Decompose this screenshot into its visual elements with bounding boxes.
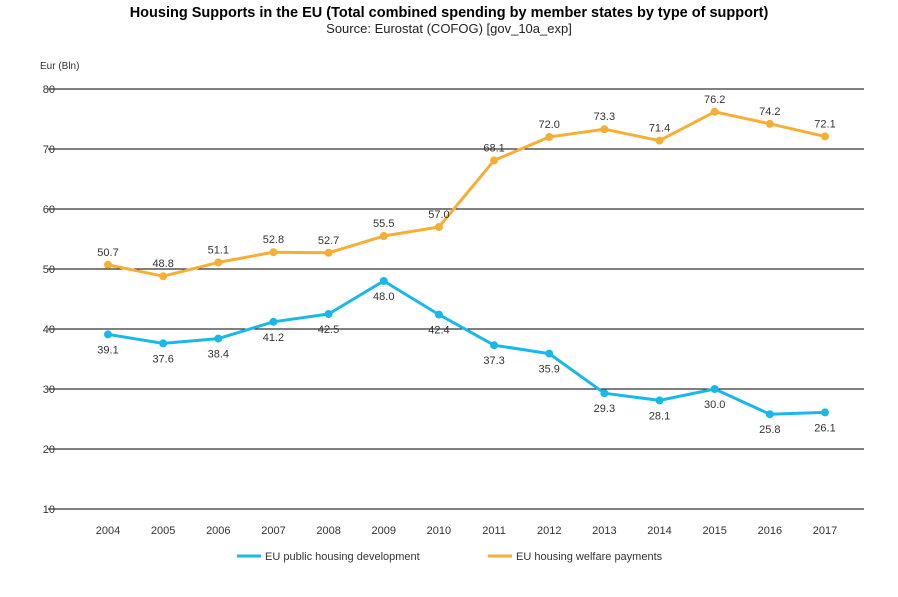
- x-tick-label: 2008: [316, 525, 340, 537]
- data-point: [821, 408, 829, 417]
- data-point: [434, 310, 443, 319]
- data-label: 74.2: [759, 106, 780, 118]
- x-tick-label: 2009: [372, 525, 396, 537]
- data-point: [104, 330, 112, 339]
- x-tick-label: 2013: [592, 525, 616, 537]
- data-label: 35.9: [539, 364, 560, 376]
- x-tick-label: 2011: [482, 525, 506, 537]
- data-point: [490, 156, 499, 165]
- x-tick-label: 2014: [647, 525, 671, 537]
- y-tick-label: 20: [43, 444, 55, 456]
- data-label: 28.1: [649, 410, 670, 422]
- data-point: [379, 277, 388, 285]
- data-label: 76.2: [704, 94, 725, 106]
- y-tick-label: 80: [43, 84, 55, 96]
- data-label: 38.4: [208, 349, 229, 361]
- data-label: 71.4: [649, 123, 670, 135]
- data-point: [379, 232, 388, 240]
- data-point: [434, 223, 443, 231]
- data-point: [269, 317, 278, 326]
- data-point: [765, 410, 774, 419]
- y-tick-label: 30: [43, 384, 55, 396]
- x-tick-label: 2016: [758, 525, 782, 537]
- data-point: [545, 133, 554, 141]
- x-tick-label: 2017: [813, 525, 837, 537]
- data-label: 72.0: [539, 119, 560, 131]
- legend-label: EU public housing development: [265, 551, 420, 563]
- data-label: 37.3: [483, 355, 504, 367]
- data-point: [655, 396, 664, 405]
- data-point: [600, 125, 609, 134]
- x-tick-label: 2015: [702, 525, 726, 537]
- data-point: [269, 248, 278, 257]
- data-point: [214, 334, 223, 343]
- data-label: 52.7: [318, 235, 339, 247]
- y-tick-label: 10: [43, 504, 55, 516]
- data-label: 48.8: [152, 258, 173, 270]
- data-point: [104, 260, 112, 269]
- data-point: [710, 107, 719, 116]
- data-point: [324, 248, 333, 257]
- y-axis-label: Eur (Bln): [40, 61, 79, 72]
- data-label: 30.0: [704, 399, 725, 411]
- data-point: [655, 136, 664, 145]
- data-label: 51.1: [208, 244, 229, 256]
- data-point: [159, 272, 168, 281]
- x-tick-label: 2012: [537, 525, 561, 537]
- data-label: 52.8: [263, 234, 284, 246]
- data-label: 37.6: [152, 353, 173, 365]
- data-point: [600, 389, 609, 398]
- x-tick-label: 2006: [206, 525, 230, 537]
- data-point: [490, 341, 499, 350]
- data-label: 26.1: [814, 422, 835, 434]
- y-tick-label: 70: [43, 144, 55, 156]
- x-tick-label: 2005: [151, 525, 175, 537]
- data-label: 39.1: [97, 344, 118, 356]
- data-label: 42.5: [318, 324, 339, 336]
- series-line: [107, 279, 826, 416]
- y-tick-label: 40: [43, 324, 55, 336]
- x-tick-label: 2007: [261, 525, 285, 537]
- data-point: [765, 119, 774, 128]
- chart-subtitle: Source: Eurostat (COFOG) [gov_10a_exp]: [326, 21, 572, 36]
- x-tick-label: 2010: [427, 525, 451, 537]
- legend-label: EU housing welfare payments: [516, 551, 663, 563]
- series-line: [107, 110, 826, 278]
- data-point: [324, 310, 333, 318]
- data-label: 55.5: [373, 218, 394, 230]
- data-point: [214, 258, 223, 267]
- data-label: 25.8: [759, 424, 780, 436]
- data-point: [710, 385, 719, 393]
- data-label: 41.2: [263, 332, 284, 344]
- data-label: 48.0: [373, 291, 394, 303]
- y-tick-label: 50: [43, 264, 55, 276]
- y-tick-label: 60: [43, 204, 55, 216]
- data-label: 50.7: [97, 247, 118, 259]
- data-label: 68.1: [483, 142, 504, 154]
- chart-title: Housing Supports in the EU (Total combin…: [130, 5, 769, 21]
- data-label: 73.3: [594, 111, 615, 123]
- data-point: [821, 132, 829, 141]
- x-tick-label: 2004: [96, 525, 120, 537]
- data-label: 57.0: [428, 209, 449, 221]
- data-label: 29.3: [594, 403, 615, 415]
- data-label: 42.4: [428, 325, 449, 337]
- data-point: [545, 349, 554, 358]
- data-point: [159, 339, 168, 348]
- data-label: 72.1: [814, 118, 835, 130]
